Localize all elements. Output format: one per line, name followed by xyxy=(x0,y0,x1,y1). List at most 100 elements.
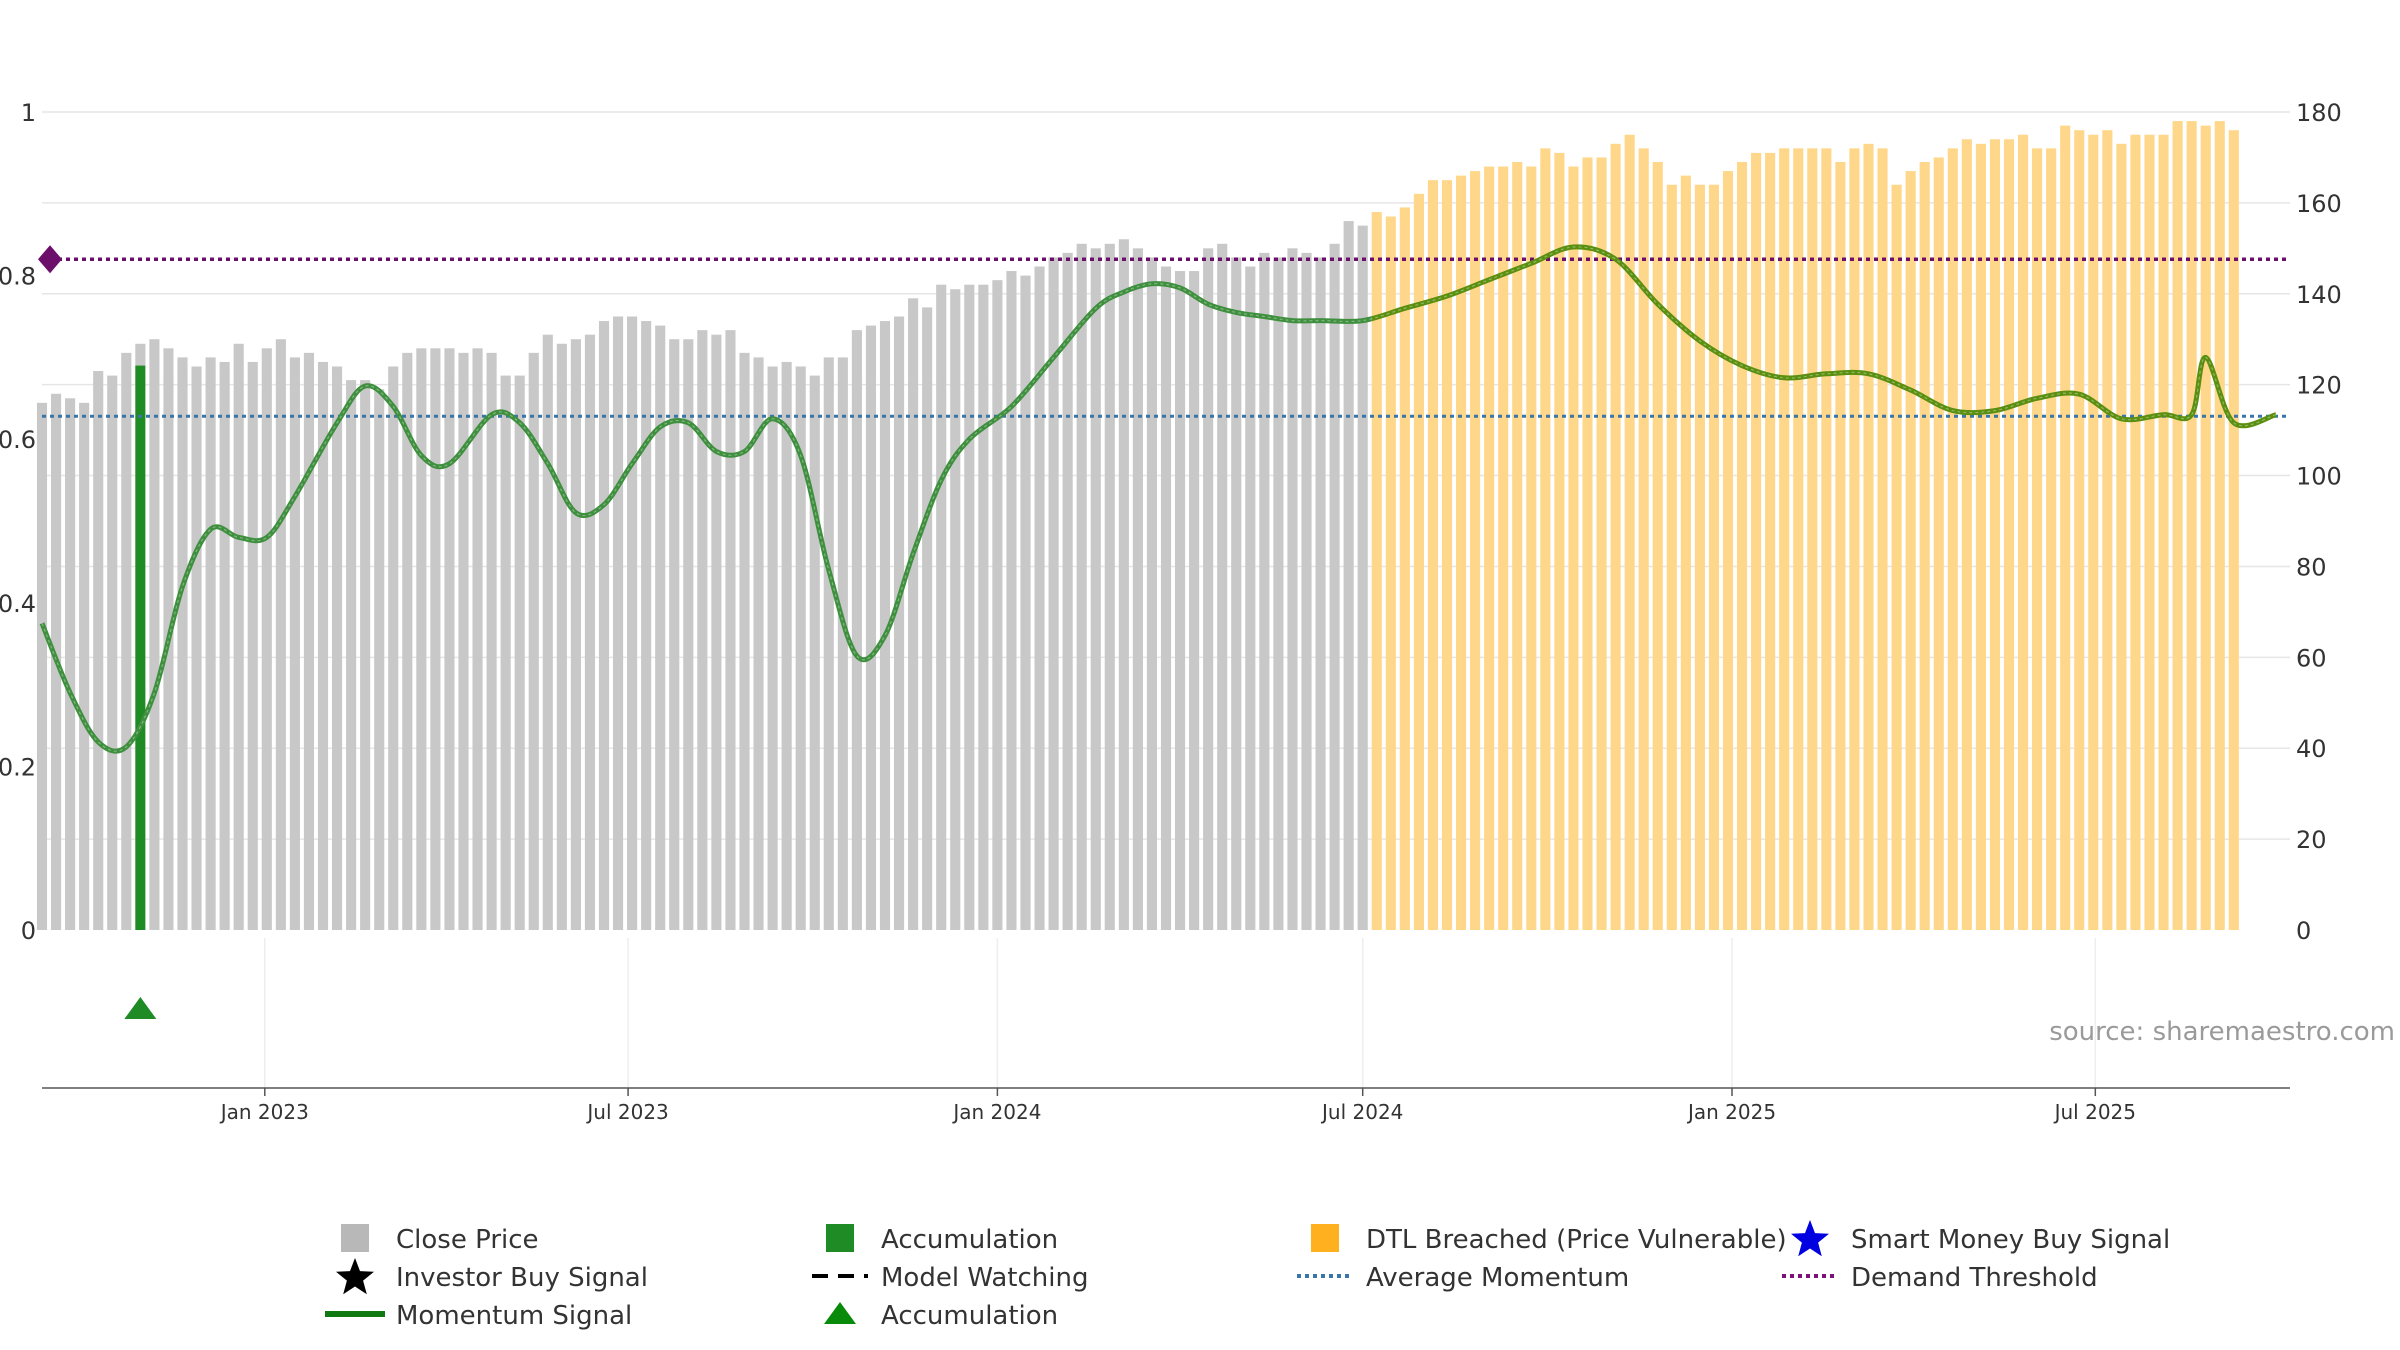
legend-label: DTL Breached (Price Vulnerable) xyxy=(1366,1225,1787,1255)
legend-item: Accumulation xyxy=(824,1301,1058,1331)
dtl-breached-bar xyxy=(1455,175,1467,931)
legend-label: Accumulation xyxy=(881,1301,1058,1331)
dtl-breached-bar xyxy=(1975,143,1986,931)
dtl-breached-bar xyxy=(1441,180,1453,930)
legend-square-icon xyxy=(826,1224,854,1252)
close-price-bar xyxy=(936,284,947,930)
dtl-breached-bar xyxy=(1568,166,1579,931)
dtl-breached-bar xyxy=(1849,148,1860,930)
dtl-breached-bar xyxy=(1863,143,1874,931)
dtl-breached-bar xyxy=(2144,134,2155,930)
close-price-bar xyxy=(360,380,371,931)
y-left-tick-label: 0.4 xyxy=(0,590,36,618)
chart-markers xyxy=(38,245,157,1019)
dtl-breached-bar xyxy=(1399,207,1410,930)
legend-item: Demand Threshold xyxy=(1782,1263,2098,1293)
close-price-bar xyxy=(1203,248,1214,931)
close-price-bar xyxy=(1287,248,1298,931)
close-price-bar xyxy=(795,366,806,930)
dtl-breached-bar xyxy=(1554,152,1565,930)
x-tick-label: Jul 2024 xyxy=(1320,1100,1403,1124)
dtl-breached-bar xyxy=(1807,148,1818,930)
close-price-bar xyxy=(739,352,750,930)
dtl-breached-bar xyxy=(1905,171,1916,931)
x-tick-label: Jan 2024 xyxy=(951,1100,1041,1124)
y-right-tick-label: 80 xyxy=(2296,553,2327,581)
x-tick-label: Jul 2025 xyxy=(2053,1100,2136,1124)
dtl-breached-bar xyxy=(1933,157,1944,930)
close-price-bar xyxy=(1357,225,1368,931)
legend-item: Investor Buy Signal xyxy=(336,1258,648,1295)
close-price-bar xyxy=(641,321,652,930)
close-price-bar xyxy=(1006,271,1017,930)
price-bars xyxy=(36,121,2239,931)
dtl-breached-bar xyxy=(1470,171,1481,931)
legend-label: Close Price xyxy=(396,1225,539,1255)
y-right-tick-label: 120 xyxy=(2296,372,2342,400)
y-right-tick-label: 0 xyxy=(2296,917,2311,945)
y-right-tick-label: 40 xyxy=(2296,735,2327,763)
dtl-breached-bar xyxy=(2172,121,2183,931)
close-price-bar xyxy=(711,334,722,931)
close-price-bar xyxy=(205,357,216,930)
legend-item: Momentum Signal xyxy=(325,1301,632,1331)
close-price-bar xyxy=(1076,243,1087,931)
close-price-bar xyxy=(879,321,891,930)
dtl-breached-bar xyxy=(1371,211,1382,930)
close-price-bar xyxy=(1104,243,1115,931)
legend-square-icon xyxy=(1311,1224,1339,1252)
close-price-bar xyxy=(865,325,877,931)
dtl-breached-bar xyxy=(2003,139,2015,930)
y-right-tick-label: 60 xyxy=(2296,644,2327,672)
dtl-breached-bar xyxy=(1624,134,1635,930)
close-price-bar xyxy=(767,366,778,930)
dtl-breached-bar xyxy=(1596,157,1607,930)
dtl-breached-bar xyxy=(1877,148,1888,930)
close-price-bar xyxy=(1020,275,1031,931)
close-price-bar xyxy=(458,352,469,930)
legend-label: Average Momentum xyxy=(1366,1263,1629,1293)
legend-square-icon xyxy=(341,1224,369,1252)
y-right-tick-label: 140 xyxy=(2296,281,2342,309)
close-price-bar xyxy=(1231,257,1242,930)
close-price-bar xyxy=(1343,221,1354,931)
close-price-bar xyxy=(612,316,624,930)
chart-lines xyxy=(39,244,2290,754)
dtl-breached-bar xyxy=(2060,125,2071,931)
dtl-breached-bar xyxy=(1498,166,1509,931)
dtl-breached-bar xyxy=(1736,161,1748,930)
dtl-breached-bar xyxy=(2214,121,2225,931)
close-price-bar xyxy=(289,357,300,930)
close-price-bar xyxy=(922,307,933,930)
dtl-breached-bar xyxy=(1427,180,1439,930)
dtl-breached-bar xyxy=(2158,134,2169,930)
dtl-breached-bar xyxy=(1708,184,1720,930)
dtl-breached-bar xyxy=(1919,161,1930,930)
dtl-breached-bar xyxy=(1694,184,1705,930)
close-price-bar xyxy=(36,402,48,930)
y-right-tick-label: 20 xyxy=(2296,826,2327,854)
close-price-bar xyxy=(233,343,244,930)
close-price-bar xyxy=(697,330,708,931)
x-tick-label: Jan 2023 xyxy=(219,1100,309,1124)
close-price-bar xyxy=(1034,266,1045,930)
close-price-bar xyxy=(107,375,118,931)
close-price-bar xyxy=(528,352,539,930)
y-left-tick-label: 0 xyxy=(21,917,36,945)
close-price-bar xyxy=(1189,271,1200,930)
y-left-tick-label: 0.2 xyxy=(0,753,36,781)
close-price-bar xyxy=(402,352,413,930)
dtl-breached-bar xyxy=(2102,130,2113,930)
close-price-bar xyxy=(655,325,666,931)
dtl-breached-bar xyxy=(1947,148,1958,930)
close-price-bar xyxy=(388,366,399,930)
momentum-signal-line xyxy=(39,281,1372,754)
legend-label: Accumulation xyxy=(881,1225,1058,1255)
close-price-bar xyxy=(247,361,258,930)
close-price-bar xyxy=(430,348,441,930)
dtl-breached-bar xyxy=(1652,161,1663,930)
close-price-bar xyxy=(303,352,315,930)
dtl-breached-bar xyxy=(2088,134,2099,930)
y-left-tick-label: 1 xyxy=(21,99,36,127)
